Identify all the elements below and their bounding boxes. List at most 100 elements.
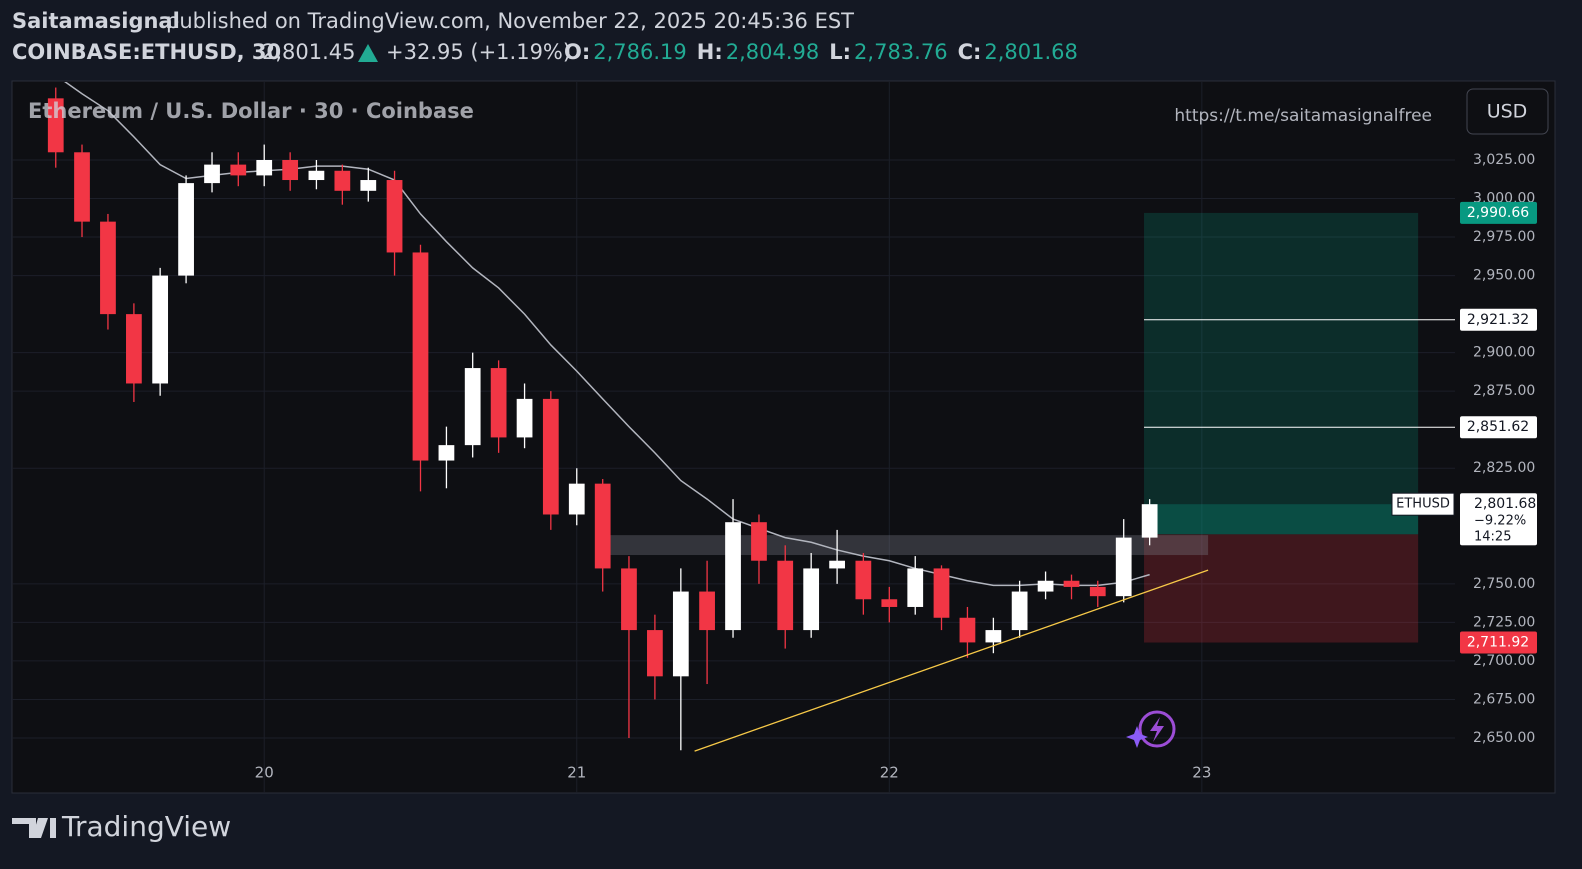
last-change: −9.22% bbox=[1474, 514, 1526, 529]
candle-body bbox=[985, 630, 1002, 643]
candle-body bbox=[464, 368, 481, 446]
candle-body bbox=[282, 159, 299, 181]
ohlc-key: O: bbox=[564, 40, 590, 64]
candle-body bbox=[933, 568, 950, 618]
price-axis: 2,650.00 2,675.00 2,700.00 2,725.00 2,750.00… bbox=[1460, 152, 1537, 746]
y-tick-label: 2,875.00 bbox=[1473, 383, 1535, 399]
y-tick-label: 2,700.00 bbox=[1473, 653, 1535, 669]
ohlc-value: 2,786.19 bbox=[593, 40, 687, 64]
change: +32.95 (+1.19%) bbox=[386, 40, 571, 64]
candle-body bbox=[490, 368, 507, 438]
plot bbox=[12, 82, 1455, 793]
y-tick-label: 2,725.00 bbox=[1473, 614, 1535, 630]
last: 2,801.45 bbox=[262, 40, 356, 64]
y-tick-label: 2,975.00 bbox=[1473, 229, 1535, 245]
chart-title: Ethereum / U.S. Dollar · 30 · Coinbase bbox=[28, 99, 474, 123]
candle-body bbox=[178, 183, 194, 276]
candle-body bbox=[1089, 586, 1106, 597]
up-icon bbox=[358, 44, 378, 62]
ohlc-key: C: bbox=[958, 40, 982, 64]
candle-body bbox=[334, 170, 351, 191]
candle-body bbox=[204, 164, 220, 184]
candle-body bbox=[126, 314, 142, 384]
y-tick-label: 2,750.00 bbox=[1473, 576, 1535, 592]
candle-body bbox=[74, 152, 90, 222]
candle-body bbox=[438, 445, 455, 461]
trendline bbox=[694, 569, 1209, 752]
countdown: 14:25 bbox=[1474, 530, 1511, 545]
candle-body bbox=[672, 591, 689, 677]
y-tick-label: 2,650.00 bbox=[1473, 730, 1535, 746]
candle-body bbox=[751, 522, 767, 561]
candle-body bbox=[959, 617, 976, 643]
watermark: https://t.me/saitamasignalfree bbox=[1174, 106, 1432, 126]
candle-body bbox=[1037, 580, 1054, 592]
x-tick-label: 22 bbox=[880, 764, 899, 782]
last-price: 2,801.68 bbox=[1474, 496, 1536, 512]
candle-body bbox=[881, 599, 898, 607]
price-label: 2,921.32 bbox=[1467, 312, 1529, 328]
candle-body bbox=[100, 221, 116, 315]
assistant-icon[interactable] bbox=[1138, 710, 1176, 748]
ohlc-value: 2,783.76 bbox=[854, 40, 948, 64]
ohlc-value: 2,804.98 bbox=[726, 40, 820, 64]
currency[interactable]: USD bbox=[1487, 101, 1528, 123]
y-tick-label: 2,900.00 bbox=[1473, 345, 1535, 361]
symbol-label: ETHUSD bbox=[1396, 497, 1450, 512]
target-zone bbox=[1144, 212, 1419, 535]
price-label: 2,990.66 bbox=[1467, 205, 1529, 221]
candle-body bbox=[230, 164, 247, 176]
tv-logo bbox=[12, 818, 56, 838]
published: published on TradingView.com, November 2… bbox=[166, 9, 854, 33]
price-label-box bbox=[1460, 308, 1537, 331]
candle-body bbox=[1063, 580, 1080, 587]
candle-body bbox=[777, 560, 794, 631]
x-tick-label: 20 bbox=[255, 764, 274, 782]
y-tick-label: 2,675.00 bbox=[1473, 691, 1535, 707]
candle-body bbox=[699, 591, 715, 631]
ohlc-key: L: bbox=[829, 40, 851, 64]
author: Saitamasignal bbox=[12, 9, 180, 33]
y-tick-label: 2,825.00 bbox=[1473, 460, 1535, 476]
stop-zone bbox=[1144, 534, 1419, 643]
candle-body bbox=[621, 568, 637, 631]
support-zone bbox=[597, 535, 1209, 556]
price-label: 2,711.92 bbox=[1467, 635, 1529, 651]
brand: TradingView bbox=[61, 810, 231, 843]
candle-body bbox=[803, 568, 820, 631]
candle-body bbox=[386, 180, 403, 253]
ohlc-key: H: bbox=[697, 40, 723, 64]
candle-body bbox=[516, 398, 533, 438]
candle-body bbox=[152, 275, 169, 384]
symbol: COINBASE:ETHUSD, 30 bbox=[12, 40, 281, 64]
last-price-box bbox=[1460, 493, 1537, 546]
candle-body bbox=[542, 398, 559, 515]
candle-body bbox=[907, 568, 924, 607]
currency-button[interactable] bbox=[1466, 88, 1549, 135]
candle-body bbox=[855, 560, 872, 600]
candle-body bbox=[725, 522, 741, 631]
x-tick-label: 23 bbox=[1192, 764, 1211, 782]
x-tick-label: 21 bbox=[567, 764, 586, 782]
symbol-box bbox=[1391, 492, 1455, 516]
candle-body bbox=[412, 252, 429, 461]
y-tick-label: 3,025.00 bbox=[1473, 152, 1535, 168]
bolt bbox=[1150, 717, 1164, 742]
candle-body bbox=[647, 630, 663, 677]
ohlc: O: 2,786.19 H: 2,804.98 L: 2,783.76 C: 2,801.68 bbox=[564, 40, 1078, 64]
candle-body bbox=[594, 483, 611, 569]
sparkle bbox=[1126, 726, 1148, 748]
candle-body bbox=[1115, 537, 1132, 597]
candle-body bbox=[256, 159, 273, 176]
candle-body bbox=[1141, 504, 1158, 538]
filled-zone bbox=[1144, 504, 1419, 535]
candle-body bbox=[360, 180, 377, 191]
chart-area bbox=[11, 80, 1556, 794]
candle-body bbox=[47, 98, 64, 153]
price-label-box bbox=[1460, 416, 1537, 439]
candle-body bbox=[1011, 591, 1028, 631]
candle-body bbox=[308, 170, 325, 181]
y-tick-label: 2,950.00 bbox=[1473, 268, 1535, 284]
